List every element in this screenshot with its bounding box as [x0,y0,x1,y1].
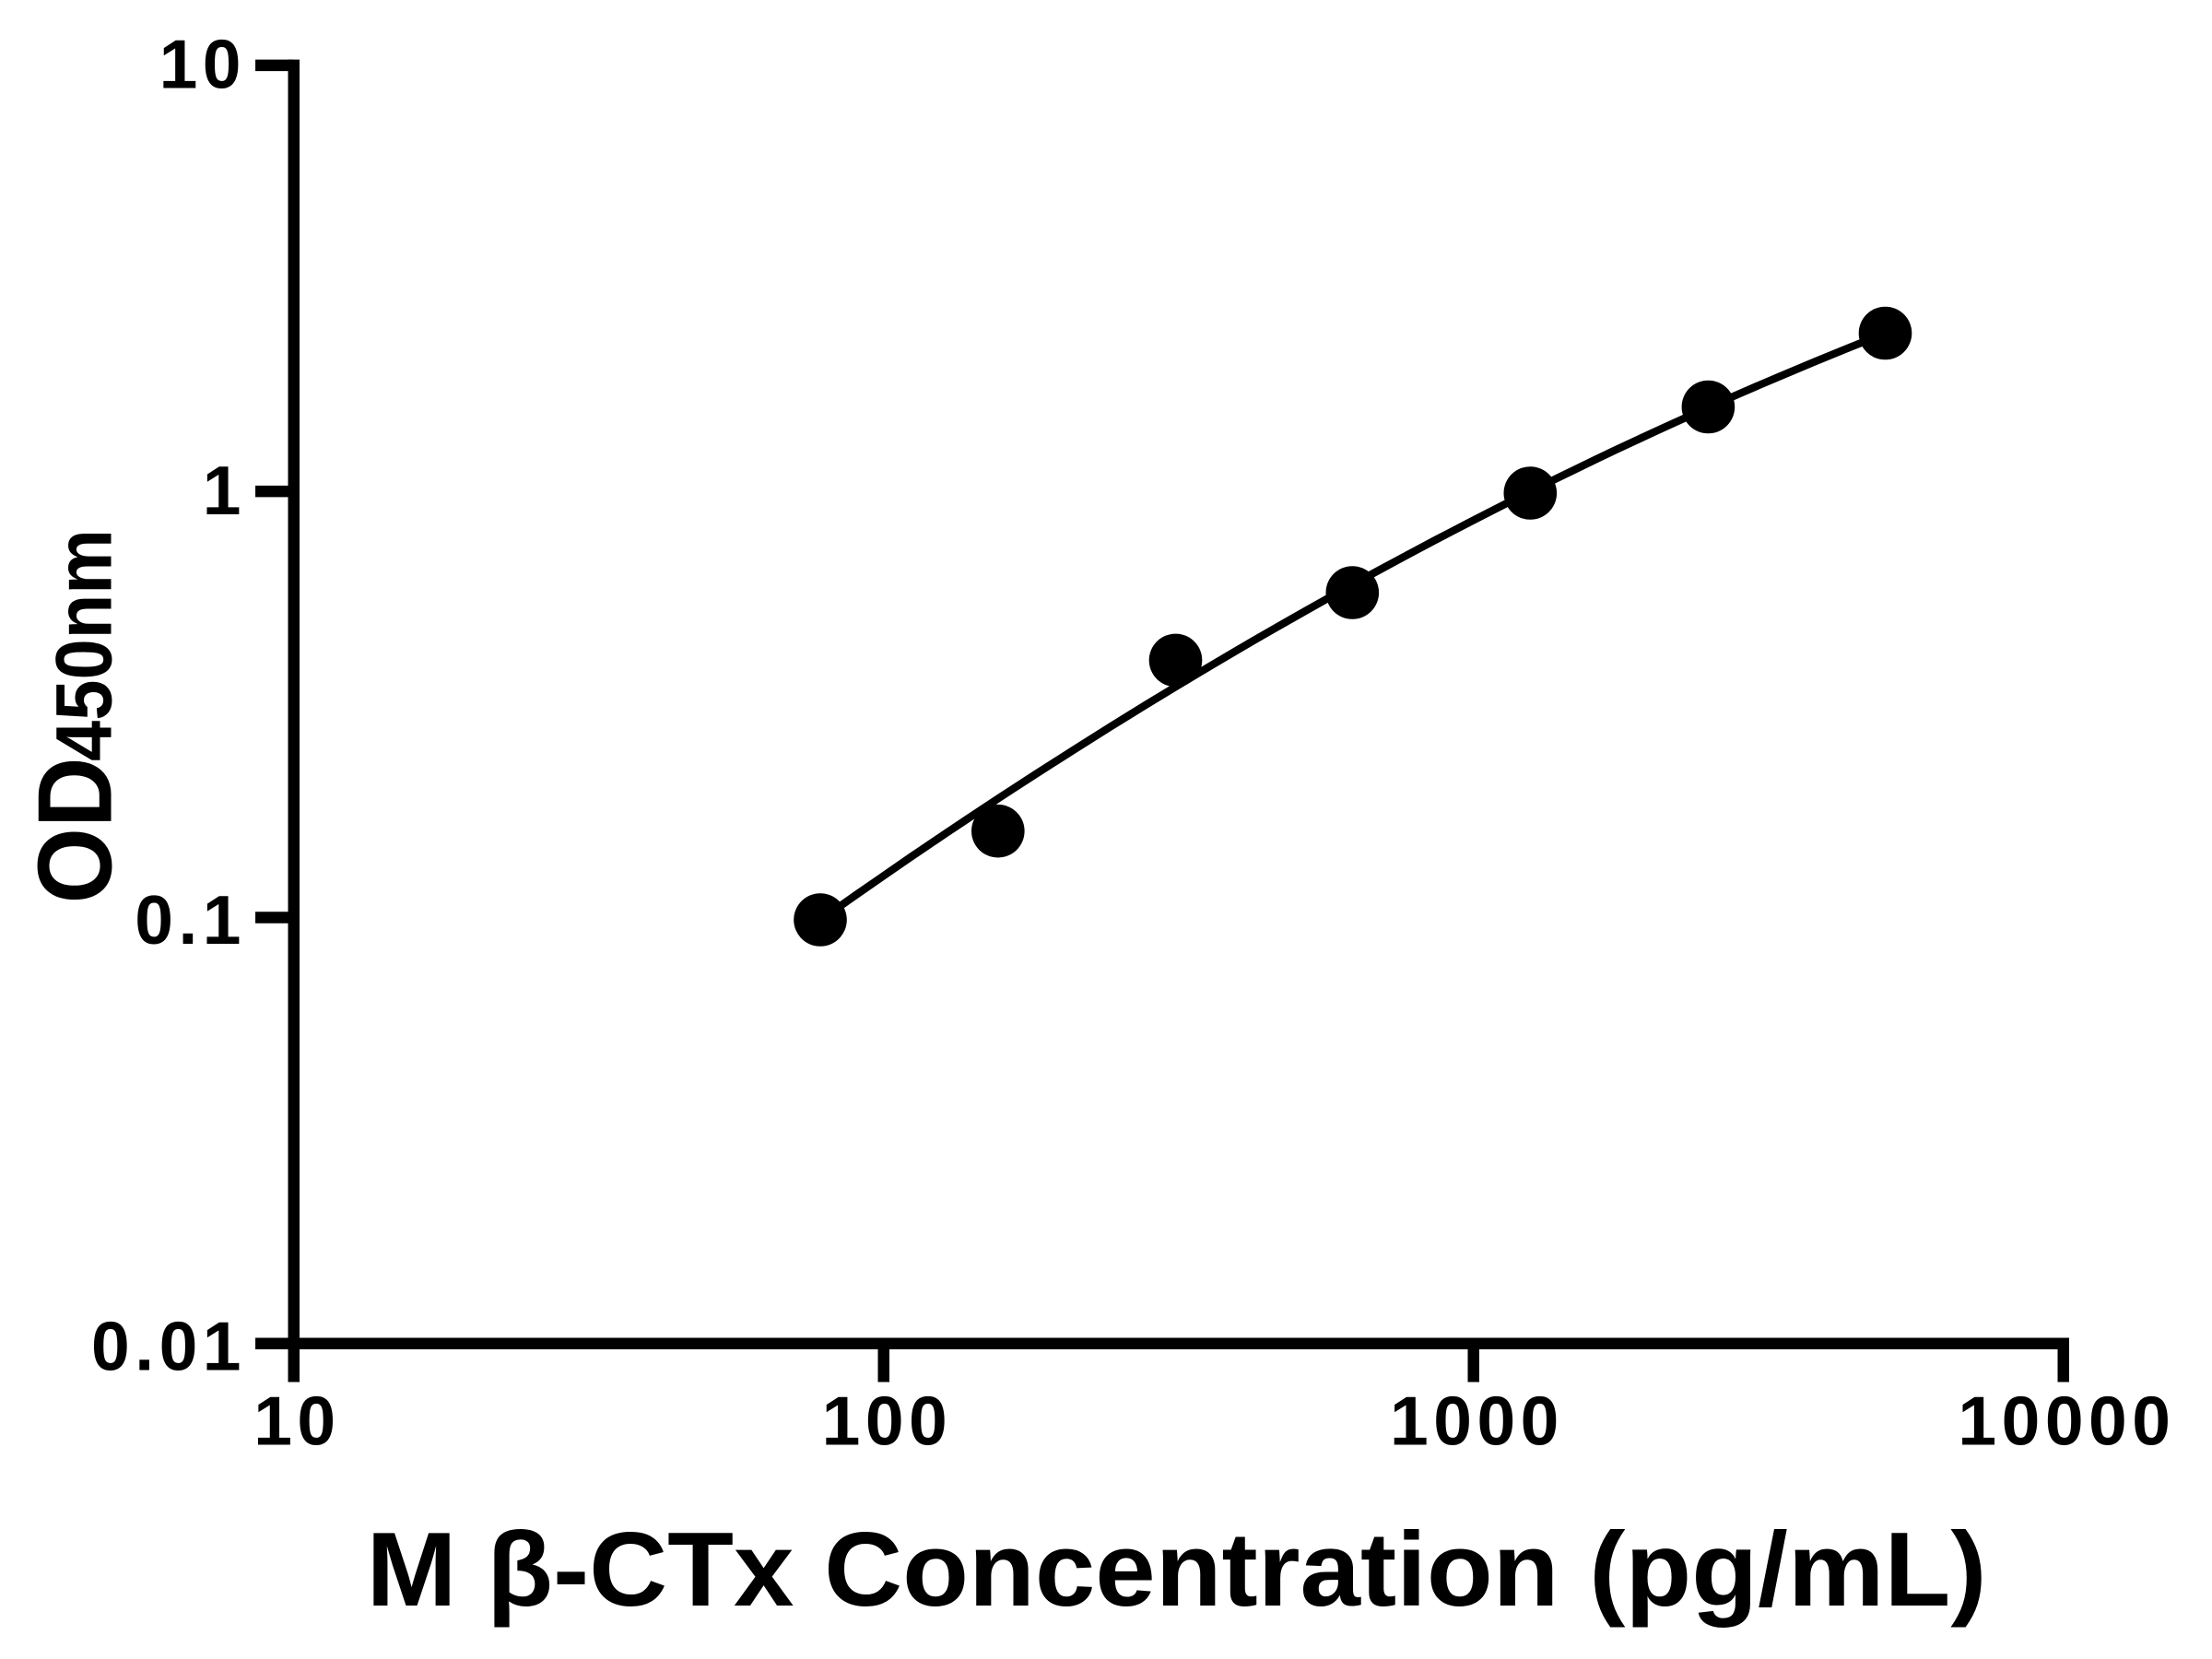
svg-text:0.01: 0.01 [91,1307,246,1384]
svg-text:M β-CTx Concentration (pg/mL): M β-CTx Concentration (pg/mL) [367,1512,1987,1629]
svg-text:10: 10 [159,25,246,102]
svg-text:10000: 10000 [1958,1382,2175,1460]
svg-text:100: 100 [822,1382,953,1460]
svg-text:450nm: 450nm [41,529,129,761]
svg-text:1000: 1000 [1390,1382,1564,1460]
svg-text:OD: OD [18,758,135,904]
svg-text:1: 1 [203,452,246,529]
svg-text:0.1: 0.1 [135,881,246,959]
svg-text:10: 10 [253,1382,340,1460]
